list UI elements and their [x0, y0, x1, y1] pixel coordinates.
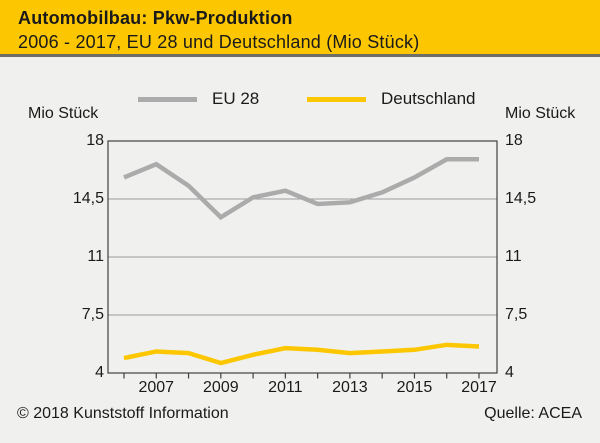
y-axis-tick-label-right: 14,5 [505, 190, 537, 207]
y-axis-tick-label-right: 4 [505, 364, 514, 381]
x-axis-tick-label: 2007 [138, 379, 175, 396]
legend-swatch-eu28 [138, 97, 197, 102]
chart-title: Automobilbau: Pkw-Produktion [18, 8, 293, 28]
plot-frame [107, 140, 498, 374]
y-axis-unit-right: Mio Stück [505, 105, 576, 122]
y-axis-tick-label-left: 14,5 [72, 190, 104, 207]
legend-swatch-deutschland [307, 97, 366, 102]
x-axis-tick-label: 2017 [461, 379, 497, 396]
y-axis-tick-label-right: 18 [505, 132, 523, 149]
x-axis-tick-label: 2011 [268, 379, 303, 396]
y-axis-tick-label-right: 11 [505, 248, 522, 265]
y-axis-tick-label-left: 7,5 [81, 306, 104, 323]
footer-source: Quelle: ACEA [484, 405, 582, 422]
series-line-deutschland [123, 342, 480, 366]
x-axis-tick-label: 2009 [203, 379, 239, 396]
footer-copyright: © 2018 Kunststoff Information [17, 405, 229, 422]
chart-subtitle: 2006 - 2017, EU 28 und Deutschland (Mio … [18, 32, 420, 52]
legend-label-eu28: EU 28 [212, 89, 260, 108]
y-axis-tick-label-left: 4 [95, 364, 104, 381]
series-line-eu-28 [123, 156, 479, 221]
y-axis-tick-label-left: 18 [86, 132, 104, 149]
y-axis-unit-left: Mio Stück [28, 105, 99, 122]
header-band: Automobilbau: Pkw-Produktion 2006 - 2017… [0, 0, 600, 57]
x-axis-tick-label: 2015 [396, 379, 433, 396]
y-axis-tick-label-right: 7,5 [505, 306, 528, 323]
x-axis-tick-label: 2013 [332, 379, 368, 396]
y-axis-tick-label-left: 11 [87, 248, 104, 265]
legend-label-deutschland: Deutschland [381, 89, 476, 108]
